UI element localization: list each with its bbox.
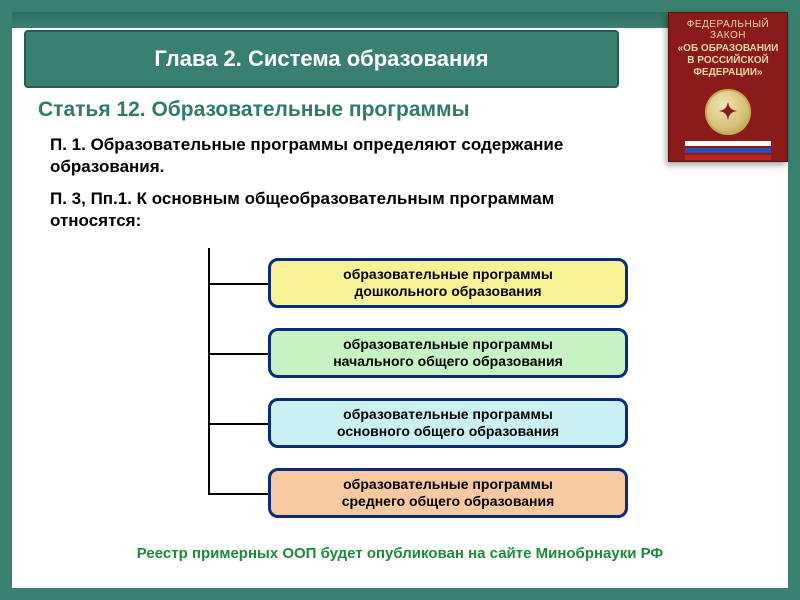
book-law-title: «ОБ ОБРАЗОВАНИИ В РОССИЙСКОЙ ФЕДЕРАЦИИ» (673, 43, 783, 79)
content-area: Статья 12. Образовательные программы П. … (38, 98, 762, 568)
tree-branch (208, 283, 268, 285)
program-box: образовательные программысреднего общего… (268, 468, 628, 518)
program-box: образовательные программыдошкольного обр… (268, 258, 628, 308)
tree-branch (208, 493, 268, 495)
program-box: образовательные программыосновного общег… (268, 398, 628, 448)
article-title: Статья 12. Образовательные программы (38, 98, 762, 122)
program-box: образовательные программыначального обще… (268, 328, 628, 378)
program-label: образовательные программыдошкольного обр… (343, 266, 553, 301)
paragraph-2: П. 3, Пп.1. К основным общеобразовательн… (50, 188, 620, 232)
program-label: образовательные программыначального обще… (333, 336, 563, 371)
program-tree: образовательные программыдошкольного обр… (208, 248, 732, 528)
chapter-title: Глава 2. Система образования (154, 46, 488, 72)
book-top-text: ФЕДЕРАЛЬНЫЙ ЗАКОН (673, 19, 783, 41)
tree-branch (208, 423, 268, 425)
chapter-title-bar: Глава 2. Система образования (24, 30, 619, 88)
program-label: образовательные программысреднего общего… (342, 476, 555, 511)
footer-note: Реестр примерных ООП будет опубликован н… (38, 545, 762, 562)
tree-branch (208, 353, 268, 355)
program-label: образовательные программыосновного общег… (337, 406, 559, 441)
paragraph-1: П. 1. Образовательные программы определя… (50, 134, 620, 178)
slide-frame: Глава 2. Система образования ФЕДЕРАЛЬНЫЙ… (12, 12, 788, 588)
